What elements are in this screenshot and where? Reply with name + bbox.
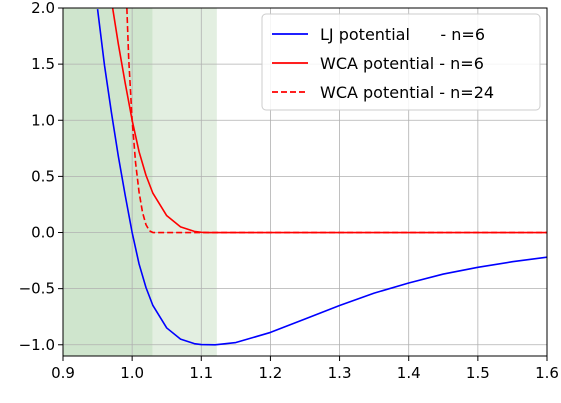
y-tick-label-0: −1.0 xyxy=(19,336,55,354)
series-lines xyxy=(96,8,547,346)
legend-box xyxy=(261,13,541,111)
x-tick-label-4: 1.3 xyxy=(328,364,352,382)
shaded-regions xyxy=(63,8,217,356)
legend-label-0: LJ potential - n=6 xyxy=(320,25,485,44)
x-tick-label-1: 1.0 xyxy=(120,364,144,382)
series-line-2 xyxy=(126,8,547,234)
legend-label-1: WCA potential - n=6 xyxy=(320,54,484,73)
x-tick-label-0: 0.9 xyxy=(51,364,75,382)
y-tick-label-4: 1.0 xyxy=(31,111,55,129)
x-tick-label-2: 1.1 xyxy=(189,364,213,382)
shaded-region-1 xyxy=(63,8,153,356)
legend-label-2: WCA potential - n=24 xyxy=(320,83,494,102)
y-tick-label-1: −0.5 xyxy=(19,280,55,298)
x-tick-label-3: 1.2 xyxy=(258,364,282,382)
y-tick-label-3: 0.5 xyxy=(31,167,55,185)
x-tick-label-7: 1.6 xyxy=(535,364,559,382)
axis-ticks: 0.9 1.0 1.1 1.2 1.3 1.4 1.5 1.6 −1.0 −0.5 0.0 0.5 1.… xyxy=(19,0,559,382)
y-tick-label-2: 0.0 xyxy=(31,224,55,242)
x-tick-label-6: 1.5 xyxy=(466,364,490,382)
y-tick-label-6: 2.0 xyxy=(31,0,55,17)
plot-frame xyxy=(62,7,548,357)
x-tick-label-5: 1.4 xyxy=(397,364,421,382)
legend: LJ potential - n=6 WCA potential - n=6 WCA… xyxy=(261,13,541,111)
series-line-0 xyxy=(96,9,547,346)
y-tick-label-5: 1.5 xyxy=(31,55,55,73)
